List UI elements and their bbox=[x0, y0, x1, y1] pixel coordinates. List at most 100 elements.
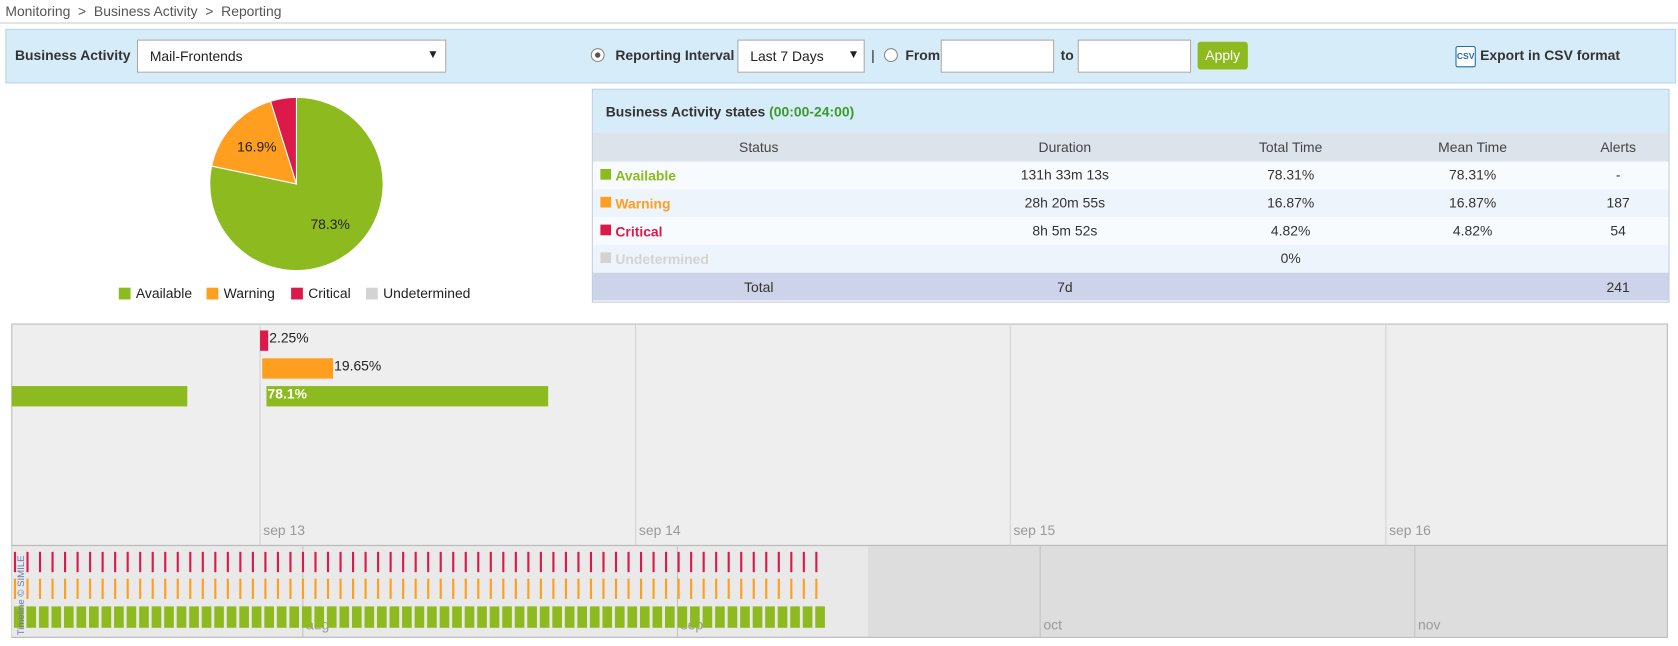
overview-tick bbox=[740, 578, 743, 599]
label: to bbox=[1060, 47, 1074, 64]
overview-tick bbox=[339, 606, 350, 628]
table-cell: 0% bbox=[1280, 250, 1301, 267]
overview-tick bbox=[214, 578, 217, 599]
overview-tick bbox=[251, 606, 262, 628]
breadcrumb: Monitoring > Business Activity > Reporti… bbox=[5, 3, 281, 19]
overview-tick bbox=[276, 578, 280, 599]
overview-tick bbox=[589, 606, 600, 628]
month-label: oct bbox=[1043, 616, 1062, 632]
pie-slice bbox=[210, 100, 298, 185]
table-title: Business Activity states (00:00-24:00) bbox=[606, 104, 855, 120]
overview-tick bbox=[289, 606, 300, 628]
overview-tick bbox=[76, 551, 79, 573]
overview-tick bbox=[489, 606, 500, 628]
table-cell: 16.87% bbox=[1267, 194, 1315, 211]
slice-label: 78.3% bbox=[310, 216, 349, 232]
overview-tick bbox=[539, 551, 542, 573]
overview-tick bbox=[514, 606, 525, 628]
overview-tick bbox=[602, 551, 605, 573]
overview-tick bbox=[276, 606, 287, 628]
overview-tick bbox=[114, 578, 117, 599]
arrow: ▼ bbox=[427, 48, 439, 61]
activity-select[interactable]: Mail-Frontends ▼ bbox=[136, 39, 447, 73]
overview-tick bbox=[264, 606, 274, 628]
overview-tick bbox=[51, 551, 54, 573]
overview-tick bbox=[802, 606, 813, 628]
overview-tick bbox=[377, 578, 380, 599]
overview-tick bbox=[639, 606, 650, 628]
from-input[interactable] bbox=[940, 39, 1055, 73]
radio[interactable] bbox=[590, 48, 605, 63]
overview-tick bbox=[815, 606, 825, 628]
overview-tick bbox=[364, 606, 375, 628]
month-label: nov bbox=[1418, 616, 1440, 632]
overview-tick bbox=[13, 551, 17, 573]
overview-tick bbox=[715, 606, 725, 628]
status-name: Warning bbox=[615, 195, 671, 212]
overview-tick bbox=[652, 578, 655, 599]
overview-tick bbox=[402, 578, 405, 599]
overview-tick bbox=[752, 551, 755, 573]
overview-tick bbox=[690, 551, 693, 573]
table-cell: 78.31% bbox=[1449, 166, 1497, 183]
legend-label: Available bbox=[136, 285, 192, 301]
overview-tick bbox=[289, 551, 292, 573]
overview-tick bbox=[164, 606, 174, 628]
overview-tick bbox=[802, 578, 805, 599]
radio[interactable] bbox=[883, 48, 898, 63]
overview-tick bbox=[63, 551, 67, 573]
overview-tick bbox=[301, 551, 305, 573]
overview-tick bbox=[589, 551, 593, 573]
overview-tick bbox=[314, 606, 325, 628]
total-cell: 241 bbox=[1606, 279, 1630, 296]
overview-tick bbox=[452, 606, 462, 628]
overview-tick bbox=[614, 578, 618, 599]
label: From bbox=[905, 47, 941, 64]
breadcrumb-link[interactable]: Monitoring bbox=[5, 3, 71, 20]
overview-tick bbox=[339, 551, 342, 573]
overview-tick bbox=[176, 578, 179, 599]
column-header: Mean Time bbox=[1438, 139, 1508, 156]
overview-tick bbox=[414, 551, 417, 573]
label: Reporting Interval bbox=[615, 47, 735, 64]
export-link[interactable]: Export in CSV format bbox=[1480, 47, 1621, 64]
timeline-bar bbox=[266, 386, 549, 407]
overview-tick bbox=[727, 606, 738, 628]
breadcrumb-link[interactable]: Business Activity bbox=[93, 3, 198, 20]
overview-tick bbox=[552, 606, 562, 628]
overview-tick bbox=[527, 578, 530, 599]
overview-tick bbox=[564, 606, 575, 628]
csv-icon[interactable]: CSV bbox=[1455, 45, 1476, 68]
overview-tick bbox=[201, 551, 204, 573]
overview-tick bbox=[264, 551, 267, 573]
overview-tick bbox=[765, 606, 775, 628]
interval: (00:00-24:00) bbox=[769, 103, 855, 120]
overview-tick bbox=[226, 606, 237, 628]
table-cell: 28h 20m 55s bbox=[1024, 194, 1106, 211]
overview-tick bbox=[627, 578, 630, 599]
overview-tick bbox=[527, 551, 530, 573]
overview-tick bbox=[414, 606, 425, 628]
bar-label: 19.65% bbox=[334, 358, 381, 374]
interval-select[interactable]: Last 7 Days ▼ bbox=[737, 39, 865, 73]
overview-tick bbox=[464, 551, 467, 573]
column-header-row bbox=[592, 132, 1669, 162]
overview-tick bbox=[239, 606, 249, 628]
timeline-bar bbox=[262, 358, 334, 379]
to-input[interactable] bbox=[1077, 39, 1192, 73]
overview-tick bbox=[427, 578, 430, 599]
overview-tick bbox=[477, 578, 480, 599]
overview-tick bbox=[38, 606, 49, 628]
states-table: Business Activity states (00:00-24:00) S… bbox=[591, 88, 1670, 303]
legend-swatch bbox=[206, 287, 219, 300]
overview-tick bbox=[627, 606, 638, 628]
table-cell: 54 bbox=[1610, 222, 1626, 239]
overview-tick bbox=[489, 578, 492, 599]
overview-tick bbox=[114, 606, 124, 628]
column-header: Duration bbox=[1038, 139, 1092, 156]
apply-button[interactable]: Apply bbox=[1197, 41, 1248, 70]
arrow: ▼ bbox=[847, 48, 860, 61]
legend-label: Undetermined bbox=[383, 285, 470, 301]
overview-tick bbox=[752, 606, 763, 628]
overview-tick bbox=[389, 551, 392, 573]
